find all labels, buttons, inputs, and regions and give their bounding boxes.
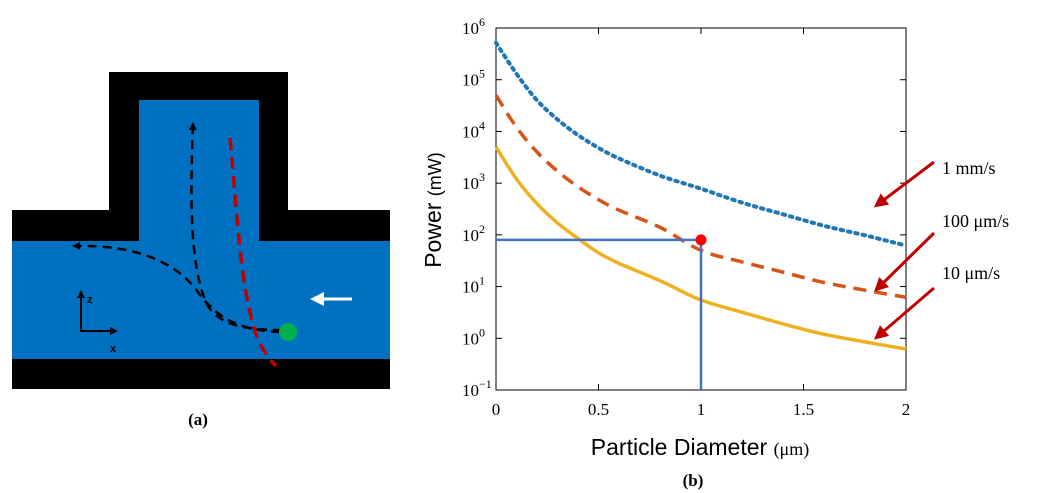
annotation-100um: 100 μm/s bbox=[874, 211, 1009, 292]
x-tick-label: 1.5 bbox=[793, 400, 814, 419]
y-axis-ticks: 10−1 100 101 102 103 104 105 106 bbox=[462, 15, 906, 400]
y-tick-label: 10−1 bbox=[462, 377, 492, 400]
annotation-1mm: 1 mm/s bbox=[873, 158, 996, 208]
x-axis-ticks: 0 0.5 1 1.5 2 bbox=[492, 28, 911, 419]
coordinate-axes-icon: z x bbox=[77, 290, 118, 355]
power-chart-panel: 0 0.5 1 1.5 2 10−1 100 101 102 103 104 105 106 Part… bbox=[420, 15, 1009, 490]
highlight-point-marker bbox=[695, 234, 707, 246]
axis-label-x: x bbox=[110, 343, 117, 355]
panel-b-caption: (b) bbox=[683, 471, 704, 490]
x-tick-label: 0.5 bbox=[588, 400, 609, 419]
series-line-3 bbox=[494, 146, 907, 351]
x-tick-label: 1 bbox=[697, 400, 706, 419]
x-tick-label: 2 bbox=[902, 400, 911, 419]
x-axis-label: Particle Diameter (μm) bbox=[591, 434, 809, 460]
annotation-arrow bbox=[873, 160, 935, 208]
flow-direction-arrow-icon bbox=[310, 292, 352, 306]
particle-dot bbox=[279, 323, 297, 341]
annotation-label: 10 μm/s bbox=[942, 263, 1000, 283]
channel-diagram-panel: z x (a) bbox=[12, 72, 390, 429]
annotation-arrow bbox=[874, 231, 936, 292]
guide-line-layer bbox=[496, 234, 707, 390]
annotation-10um: 10 μm/s bbox=[873, 263, 1000, 340]
y-tick-label: 103 bbox=[462, 170, 485, 193]
y-axis-label: Power (mW) bbox=[420, 152, 446, 268]
fluid-vertical-channel bbox=[139, 100, 259, 260]
annotation-arrow bbox=[873, 286, 935, 340]
panel-a-caption: (a) bbox=[188, 410, 208, 429]
annotation-label: 100 μm/s bbox=[942, 211, 1009, 231]
series-line-1 bbox=[494, 40, 908, 248]
y-tick-label: 104 bbox=[462, 118, 485, 141]
x-tick-label: 0 bbox=[492, 400, 501, 419]
series-layer bbox=[494, 40, 908, 351]
y-tick-label: 105 bbox=[462, 67, 485, 90]
y-tick-label: 101 bbox=[462, 274, 485, 297]
axis-label-z: z bbox=[87, 294, 93, 306]
y-tick-label: 100 bbox=[462, 325, 485, 348]
annotation-label: 1 mm/s bbox=[942, 158, 996, 178]
y-tick-label: 102 bbox=[462, 222, 485, 245]
laser-beam-path bbox=[228, 137, 278, 368]
particle-path-icon bbox=[72, 241, 281, 334]
series-line-2 bbox=[494, 94, 907, 300]
y-tick-label: 106 bbox=[462, 15, 485, 38]
